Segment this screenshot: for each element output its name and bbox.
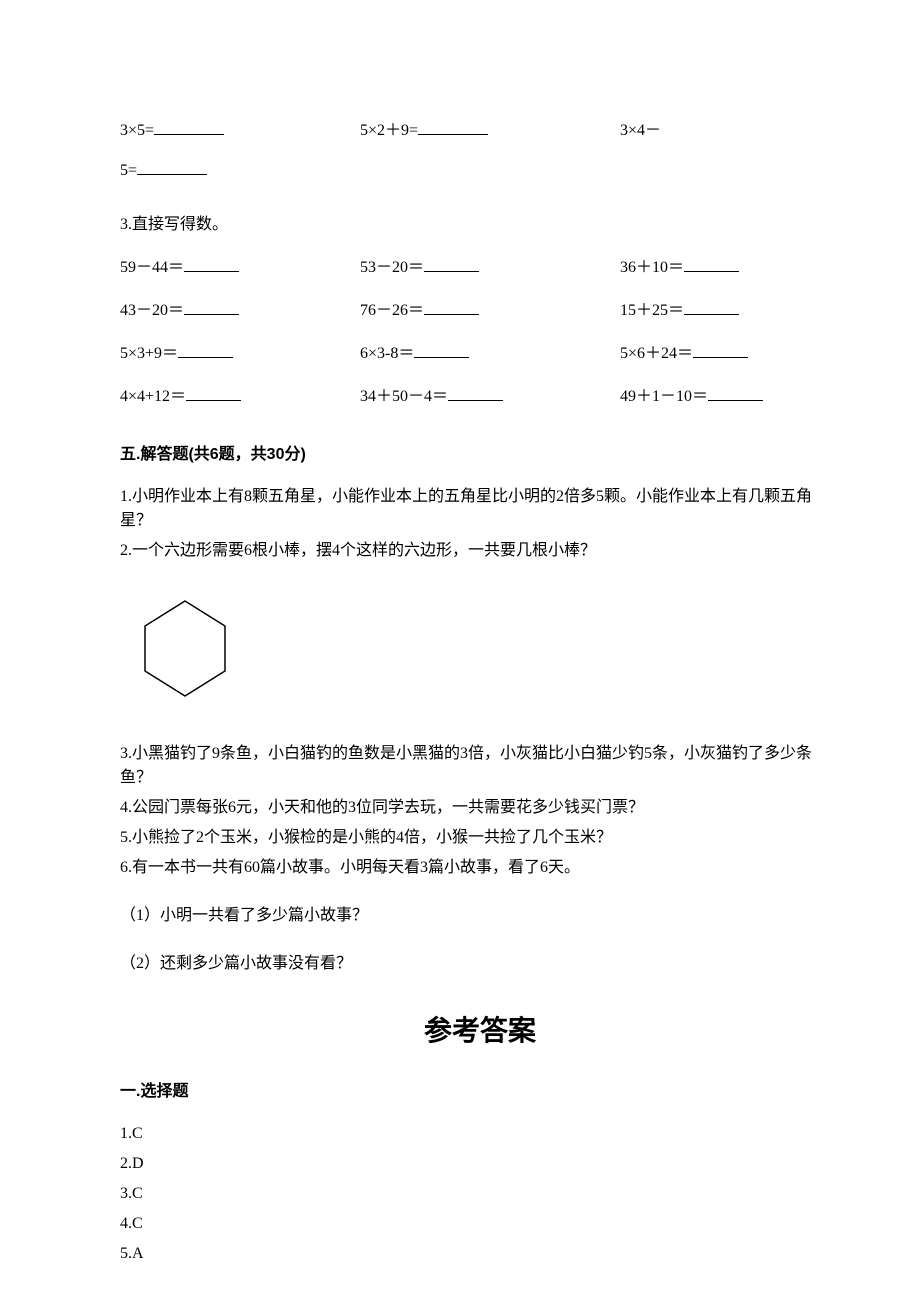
answer-blank bbox=[693, 341, 748, 358]
calc-cell: 34＋50－4＝ bbox=[360, 384, 620, 409]
calc-cell: 5×6＋24＝ bbox=[620, 341, 840, 366]
word-problem-6: 6.有一本书一共有60篇小故事。小明每天看3篇小故事，看了6天。 bbox=[120, 856, 840, 880]
answers-list: 1.C 2.D 3.C 4.C 5.A bbox=[120, 1122, 840, 1266]
word-problem-5: 5.小熊捡了2个玉米，小猴检的是小熊的4倍，小猴一共捡了几个玉米？ bbox=[120, 826, 840, 850]
word-problem-1: 1.小明作业本上有8颗五角星，小能作业本上的五角星比小明的2倍多5颗。小能作业本… bbox=[120, 485, 840, 533]
answer-blank bbox=[424, 298, 479, 315]
calc-cell: 5×2＋9= bbox=[360, 110, 620, 152]
calc-cell: 15＋25＝ bbox=[620, 298, 840, 323]
expr-text: 5×6＋24＝ bbox=[620, 345, 693, 362]
word-problem-4: 4.公园门票每张6元，小天和他的3位同学去玩，一共需要花多少钱买门票？ bbox=[120, 796, 840, 820]
answer-blank bbox=[414, 341, 469, 358]
expr-text: 36＋10＝ bbox=[620, 259, 684, 276]
calc-cell: 6×3-8＝ bbox=[360, 341, 620, 366]
answers-section-1-title: 一.选择题 bbox=[120, 1080, 840, 1104]
answer-blank bbox=[424, 255, 479, 272]
answer-blank bbox=[154, 118, 224, 135]
expr-text: 15＋25＝ bbox=[620, 302, 684, 319]
expr-text: 5= bbox=[120, 162, 137, 179]
expr-text: 34＋50－4＝ bbox=[360, 388, 448, 405]
calc-cell: 59－44＝ bbox=[120, 255, 360, 280]
document-page: 3×5= 5×2＋9= 3×4－ 5= 3.直接写得数。 59－44＝ 53－2… bbox=[120, 0, 840, 1266]
expr-text: 59－44＝ bbox=[120, 259, 184, 276]
hexagon-figure bbox=[130, 591, 840, 714]
calc-row: 43－20＝ 76－26＝ 15＋25＝ bbox=[120, 298, 840, 323]
answer-blank bbox=[184, 255, 239, 272]
answer-item: 5.A bbox=[120, 1242, 840, 1266]
calc-cell: 49＋1－10＝ bbox=[620, 384, 840, 409]
answer-item: 4.C bbox=[120, 1212, 840, 1236]
answer-blank bbox=[186, 384, 241, 401]
expr-text: 53－20＝ bbox=[360, 259, 424, 276]
expr-text: 6×3-8＝ bbox=[360, 345, 414, 362]
expr-text: 5×3+9＝ bbox=[120, 345, 178, 362]
word-problem-3: 3.小黑猫钓了9条鱼，小白猫钓的鱼数是小黑猫的3倍，小灰猫比小白猫少钓5条，小灰… bbox=[120, 742, 840, 790]
answer-blank bbox=[184, 298, 239, 315]
answer-item: 3.C bbox=[120, 1182, 840, 1206]
q3-grid: 59－44＝ 53－20＝ 36＋10＝ 43－20＝ 76－26＝ 15＋25… bbox=[120, 255, 840, 409]
calc-row-top: 3×5= 5×2＋9= 3×4－ bbox=[120, 110, 840, 152]
calc-row-top-wrap: 5= bbox=[120, 158, 840, 183]
expr-text: 3×5= bbox=[120, 122, 154, 139]
answer-blank bbox=[178, 341, 233, 358]
hexagon-icon bbox=[130, 591, 240, 706]
expr-text: 3×4－ bbox=[620, 122, 661, 139]
answer-blank bbox=[684, 298, 739, 315]
calc-row: 4×4+12＝ 34＋50－4＝ 49＋1－10＝ bbox=[120, 384, 840, 409]
word-problem-6-sub2: （2）还剩多少篇小故事没有看？ bbox=[120, 952, 840, 976]
expr-text: 76－26＝ bbox=[360, 302, 424, 319]
calc-cell: 3×4－ bbox=[620, 110, 840, 152]
word-problem-6-sub1: （1）小明一共看了多少篇小故事？ bbox=[120, 904, 840, 928]
expr-text: 4×4+12＝ bbox=[120, 388, 186, 405]
calc-row: 5×3+9＝ 6×3-8＝ 5×6＋24＝ bbox=[120, 341, 840, 366]
expr-text: 49＋1－10＝ bbox=[620, 388, 708, 405]
expr-text: 5×2＋9= bbox=[360, 122, 418, 139]
expr-text: 43－20＝ bbox=[120, 302, 184, 319]
word-problem-2: 2.一个六边形需要6根小棒，摆4个这样的六边形，一共要几根小棒？ bbox=[120, 539, 840, 563]
answer-blank bbox=[448, 384, 503, 401]
section5-title: 五.解答题(共6题，共30分) bbox=[120, 443, 840, 467]
calc-cell: 4×4+12＝ bbox=[120, 384, 360, 409]
calc-cell: 53－20＝ bbox=[360, 255, 620, 280]
hexagon-shape bbox=[145, 601, 225, 696]
calc-cell: 36＋10＝ bbox=[620, 255, 840, 280]
calc-cell: 3×5= bbox=[120, 110, 360, 152]
answer-item: 2.D bbox=[120, 1152, 840, 1176]
answer-blank bbox=[708, 384, 763, 401]
q3-title: 3.直接写得数。 bbox=[120, 213, 840, 237]
calc-row: 59－44＝ 53－20＝ 36＋10＝ bbox=[120, 255, 840, 280]
answers-title: 参考答案 bbox=[120, 1010, 840, 1052]
answer-item: 1.C bbox=[120, 1122, 840, 1146]
calc-cell: 43－20＝ bbox=[120, 298, 360, 323]
answer-blank bbox=[418, 118, 488, 135]
calc-cell: 5×3+9＝ bbox=[120, 341, 360, 366]
calc-cell: 76－26＝ bbox=[360, 298, 620, 323]
answer-blank bbox=[684, 255, 739, 272]
answer-blank bbox=[137, 158, 207, 175]
